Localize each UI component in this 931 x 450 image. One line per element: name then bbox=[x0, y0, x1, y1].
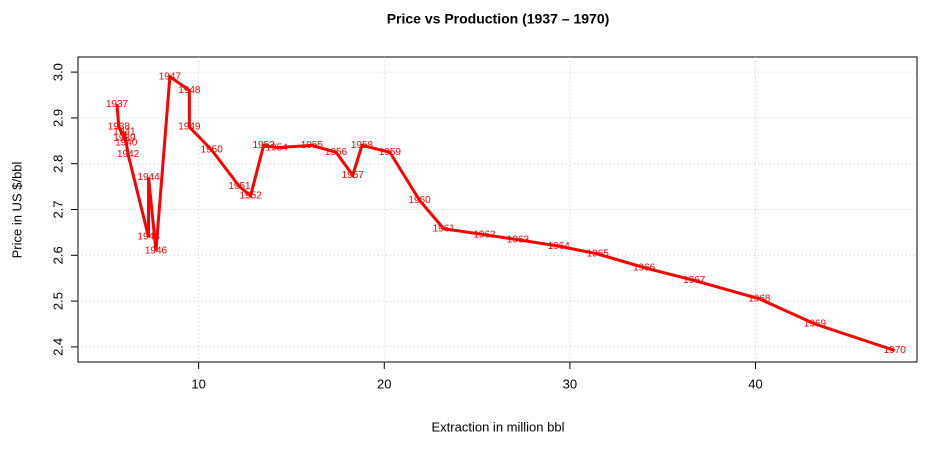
point-label: 1941 bbox=[113, 126, 136, 137]
y-tick-label: 3.0 bbox=[50, 63, 65, 81]
x-tick-label: 40 bbox=[748, 376, 762, 391]
price-line bbox=[115, 73, 896, 352]
point-label: 1962 bbox=[473, 229, 496, 240]
point-label: 1944 bbox=[137, 172, 160, 183]
point-label: 1947 bbox=[159, 71, 182, 82]
point-label: 1960 bbox=[408, 195, 431, 206]
y-tick-label: 2.7 bbox=[50, 200, 65, 218]
point-label: 1939 bbox=[113, 133, 136, 144]
point-label: 1967 bbox=[683, 275, 706, 286]
point-label: 1949 bbox=[178, 122, 201, 133]
x-tick-label: 10 bbox=[191, 376, 205, 391]
point-label: 1963 bbox=[507, 234, 530, 245]
point-label: 1956 bbox=[325, 147, 348, 158]
plot-frame bbox=[77, 56, 918, 363]
point-label: 1950 bbox=[201, 145, 224, 156]
point-label: 1952 bbox=[240, 190, 263, 201]
y-tick-label: 2.8 bbox=[50, 155, 65, 173]
point-label: 1953 bbox=[252, 140, 275, 151]
y-tick-label: 2.4 bbox=[50, 338, 65, 356]
point-label: 1943 bbox=[137, 232, 160, 243]
chart-title: Price vs Production (1937 – 1970) bbox=[387, 11, 610, 27]
point-label: 1968 bbox=[748, 293, 771, 304]
point-label: 1937 bbox=[106, 99, 129, 110]
point-label: 1965 bbox=[587, 249, 610, 260]
point-label: 1966 bbox=[633, 262, 656, 273]
point-label: 1964 bbox=[548, 241, 571, 252]
point-label: 1954 bbox=[265, 142, 288, 153]
point-label: 1940 bbox=[115, 138, 138, 149]
point-label: 1959 bbox=[379, 147, 402, 158]
point-label: 1942 bbox=[117, 149, 140, 160]
point-label: 1970 bbox=[884, 345, 907, 356]
x-axis-label: Extraction in million bbl bbox=[432, 419, 565, 434]
point-label: 1938 bbox=[108, 122, 131, 133]
point-label: 1958 bbox=[351, 140, 374, 151]
x-tick-label: 20 bbox=[377, 376, 391, 391]
point-label: 1951 bbox=[228, 181, 251, 192]
y-tick-label: 2.9 bbox=[50, 109, 65, 127]
point-label: 1948 bbox=[178, 85, 201, 96]
point-label: 1957 bbox=[342, 170, 365, 181]
y-tick-label: 2.6 bbox=[50, 246, 65, 264]
y-axis-label: Price in US $/bbl bbox=[9, 161, 24, 258]
x-tick-label: 30 bbox=[563, 376, 577, 391]
point-label: 1969 bbox=[804, 319, 827, 330]
point-label: 1961 bbox=[433, 223, 456, 234]
point-label: 1946 bbox=[145, 245, 168, 256]
y-tick-label: 2.5 bbox=[50, 292, 65, 310]
point-label: 1955 bbox=[301, 140, 324, 151]
